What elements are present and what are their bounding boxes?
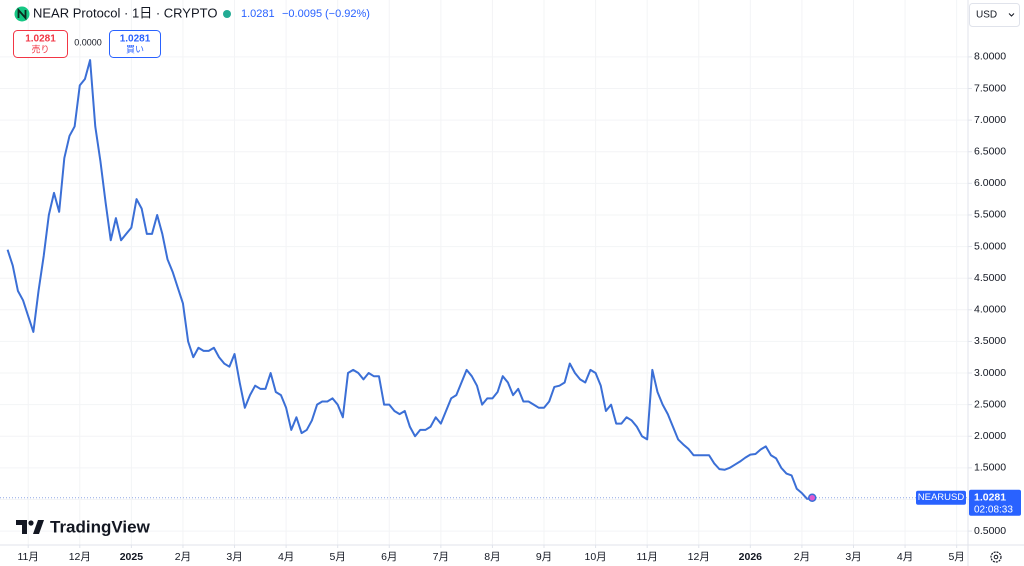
buy-button-box[interactable] [109, 30, 161, 58]
y-tick-label: 2.0000 [974, 430, 1006, 442]
currency-dropdown[interactable]: USD [969, 3, 1020, 27]
x-tick-label: 10月 [584, 551, 606, 563]
y-tick-label: 6.5000 [974, 146, 1006, 158]
price-line [6, 59, 813, 500]
x-tick-label: 3月 [845, 551, 861, 563]
settings-button[interactable] [990, 551, 1002, 563]
market-status [223, 10, 231, 18]
y-tick-label: 8.0000 [974, 51, 1006, 63]
spread: 0.0000 [74, 37, 102, 47]
currency-box[interactable] [969, 3, 1020, 27]
x-tick-label: 11月 [636, 551, 657, 563]
plot [0, 59, 968, 502]
x-tick-label: 8月 [484, 551, 500, 563]
symbol-tag [916, 490, 966, 505]
x-tick-label: 9月 [536, 551, 552, 563]
sell-button[interactable]: 1.0281 売り [13, 30, 68, 58]
x-tick-label: 2025 [120, 551, 144, 563]
buy-button[interactable]: 1.0281 買い [109, 30, 161, 58]
header: NEAR Protocol · 1日 · CRYPTO 1.0281 −0.00… [14, 5, 370, 22]
sell-label[interactable]: 売り [31, 43, 49, 54]
x-tick-label: 4月 [897, 551, 913, 563]
gear-inner[interactable] [993, 554, 999, 560]
x-tick-label: 4月 [278, 551, 294, 563]
buy-label[interactable]: 買い [126, 44, 144, 54]
sell-button-box[interactable] [13, 30, 68, 58]
watermark-logo [16, 520, 27, 534]
x-tick-label: 7月 [433, 551, 449, 563]
price-change-percent: (−0.92%) [325, 8, 370, 20]
y-tick-label: 4.0000 [974, 304, 1006, 316]
x-tick-label: 3月 [226, 551, 242, 563]
x-tick-label: 2026 [739, 551, 763, 563]
y-tick-label: 3.0000 [974, 367, 1006, 379]
x-tick-label: 11月 [18, 551, 39, 563]
x-tick-label: 12月 [69, 551, 91, 563]
currency[interactable]: USD [976, 10, 997, 21]
y-tick-label: 3.5000 [974, 335, 1006, 347]
grid [0, 0, 968, 545]
watermark: TradingView [16, 517, 151, 536]
watermark-logo-dot [28, 520, 34, 526]
y-tick-label: 0.5000 [974, 525, 1006, 537]
y-tick-label: 1.5000 [974, 462, 1006, 474]
last-point [807, 493, 817, 502]
y-tick-label: 6.0000 [974, 177, 1006, 189]
y-tick-label: 5.5000 [974, 209, 1006, 221]
x-tick-label: 5月 [330, 551, 346, 563]
countdown: 02:08:33 [974, 504, 1013, 515]
y-tick-label: 7.5000 [974, 82, 1006, 94]
sell-price[interactable]: 1.0281 [25, 34, 56, 45]
watermark-text: TradingView [50, 517, 151, 536]
symbol-icon-glyph [17, 7, 27, 21]
dropdown-chevron[interactable] [1008, 13, 1015, 17]
watermark-logo-slash [33, 520, 44, 534]
last-price: 1.0281 [241, 8, 275, 20]
y-tick-label: 7.0000 [974, 114, 1006, 126]
price-tag-label: 1.0281 [974, 491, 1006, 503]
gear-outer[interactable] [990, 551, 1002, 563]
x-tick-label: 6月 [381, 551, 397, 563]
buy-price[interactable]: 1.0281 [120, 34, 151, 45]
y-tick-label: 2.5000 [974, 398, 1006, 410]
x-tick-label: 5月 [948, 551, 964, 563]
symbol-tag-label: NEARUSD [918, 492, 965, 503]
price-tag [969, 489, 1021, 516]
x-tick-label: 12月 [688, 551, 710, 563]
chart-title: NEAR Protocol · 1日 · CRYPTO [33, 5, 217, 20]
x-tick-label: 2月 [794, 551, 810, 563]
price-change: −0.0095 [282, 8, 322, 20]
y-tick-label: 4.5000 [974, 272, 1006, 284]
y-tick-label: 5.0000 [974, 240, 1006, 252]
x-tick-label: 2月 [175, 551, 191, 563]
